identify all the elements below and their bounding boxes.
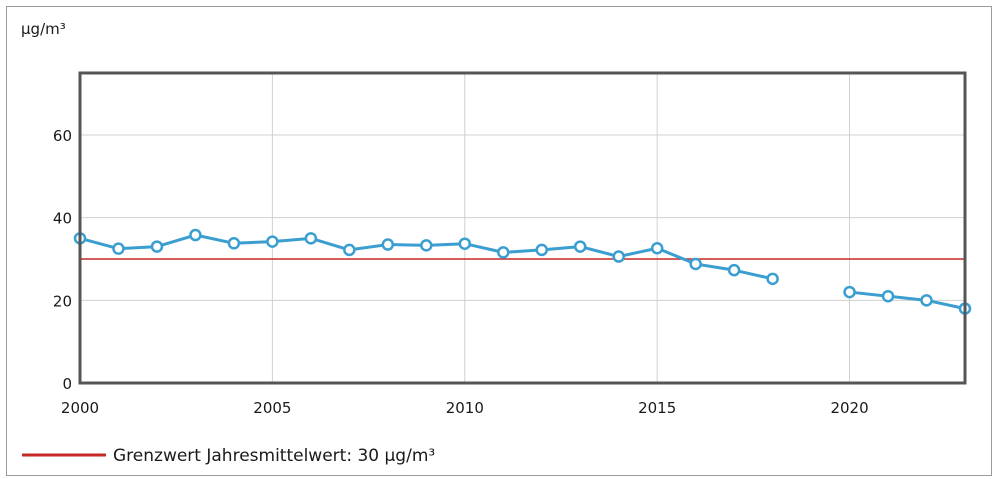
x-tick-label-2000: 2000 xyxy=(61,399,99,417)
data-point-2018 xyxy=(766,272,779,286)
data-point-2022 xyxy=(920,294,933,307)
series-segment-2011-2012 xyxy=(501,248,544,254)
x-tick-label-2015: 2015 xyxy=(638,399,676,417)
y-tick-label-60: 60 xyxy=(53,127,72,145)
series-group xyxy=(78,233,967,311)
y-tick-label-20: 20 xyxy=(53,292,72,310)
x-tick-label-2005: 2005 xyxy=(253,399,291,417)
series-segment-2004-2005 xyxy=(232,240,274,245)
data-point-2013 xyxy=(573,240,587,253)
series-segment-2009-2010 xyxy=(424,242,467,247)
data-point-2009 xyxy=(420,239,433,252)
y-tick-label-40: 40 xyxy=(53,210,72,228)
y-tick-label-0: 0 xyxy=(62,375,72,393)
series-segment-2016-2017 xyxy=(694,262,736,272)
data-point-2014 xyxy=(612,250,625,263)
data-point-2001 xyxy=(112,242,125,255)
x-axis-ticks: 2000 2005 2010 2015 2020 xyxy=(61,399,869,417)
series-segment-2005-2006 xyxy=(270,236,313,244)
legend: Grenzwert Jahresmittelwert: 30 µg/m³ xyxy=(22,446,435,466)
data-point-2021 xyxy=(881,289,895,303)
plot-area-border xyxy=(78,71,967,385)
y-axis-ticks: 0 20 40 60 xyxy=(53,127,72,393)
series-segment-2001-2002 xyxy=(116,245,159,251)
series-segment-2012-2013 xyxy=(540,245,582,252)
series-segment-2006-2007 xyxy=(309,236,351,252)
series-segment-2010-2011 xyxy=(463,242,505,254)
series-segment-2014-2015 xyxy=(617,246,659,259)
data-point-2010 xyxy=(458,237,472,250)
series-segment-2000-2001 xyxy=(78,236,120,251)
series-segment-2013-2014 xyxy=(578,245,621,259)
data-point-2007 xyxy=(343,243,356,257)
series-segment-2007-2008 xyxy=(347,243,390,252)
series-segment-2008-2009 xyxy=(386,243,428,247)
series-segment-2003-2004 xyxy=(193,233,236,245)
data-point-2004 xyxy=(227,237,241,250)
data-point-2005 xyxy=(266,235,279,248)
x-tick-label-2010: 2010 xyxy=(446,399,484,417)
series-segment-2015-2016 xyxy=(655,246,698,266)
data-point-2015 xyxy=(650,242,664,255)
data-points xyxy=(73,228,972,315)
series-segment-2022-2023 xyxy=(925,298,967,311)
series-segment-2020-2021 xyxy=(848,290,890,298)
series-segment-2002-2003 xyxy=(155,233,197,249)
data-point-2003 xyxy=(189,228,202,242)
data-point-2011 xyxy=(497,246,510,259)
data-point-2017 xyxy=(727,263,741,277)
data-point-2020 xyxy=(843,285,856,299)
data-point-2016 xyxy=(689,257,702,271)
gridlines xyxy=(80,73,965,383)
chart-frame xyxy=(6,6,992,476)
data-point-2008 xyxy=(381,238,395,251)
data-point-2012 xyxy=(535,243,548,257)
legend-label-reference-line: Grenzwert Jahresmittelwert: 30 µg/m³ xyxy=(113,446,435,466)
series-segment-2017-2018 xyxy=(732,268,775,281)
data-point-2002 xyxy=(150,240,164,253)
data-point-2006 xyxy=(304,232,318,245)
series-segment-2021-2022 xyxy=(886,294,929,302)
y-unit-label: µg/m³ xyxy=(21,20,66,38)
x-tick-label-2020: 2020 xyxy=(830,399,868,417)
